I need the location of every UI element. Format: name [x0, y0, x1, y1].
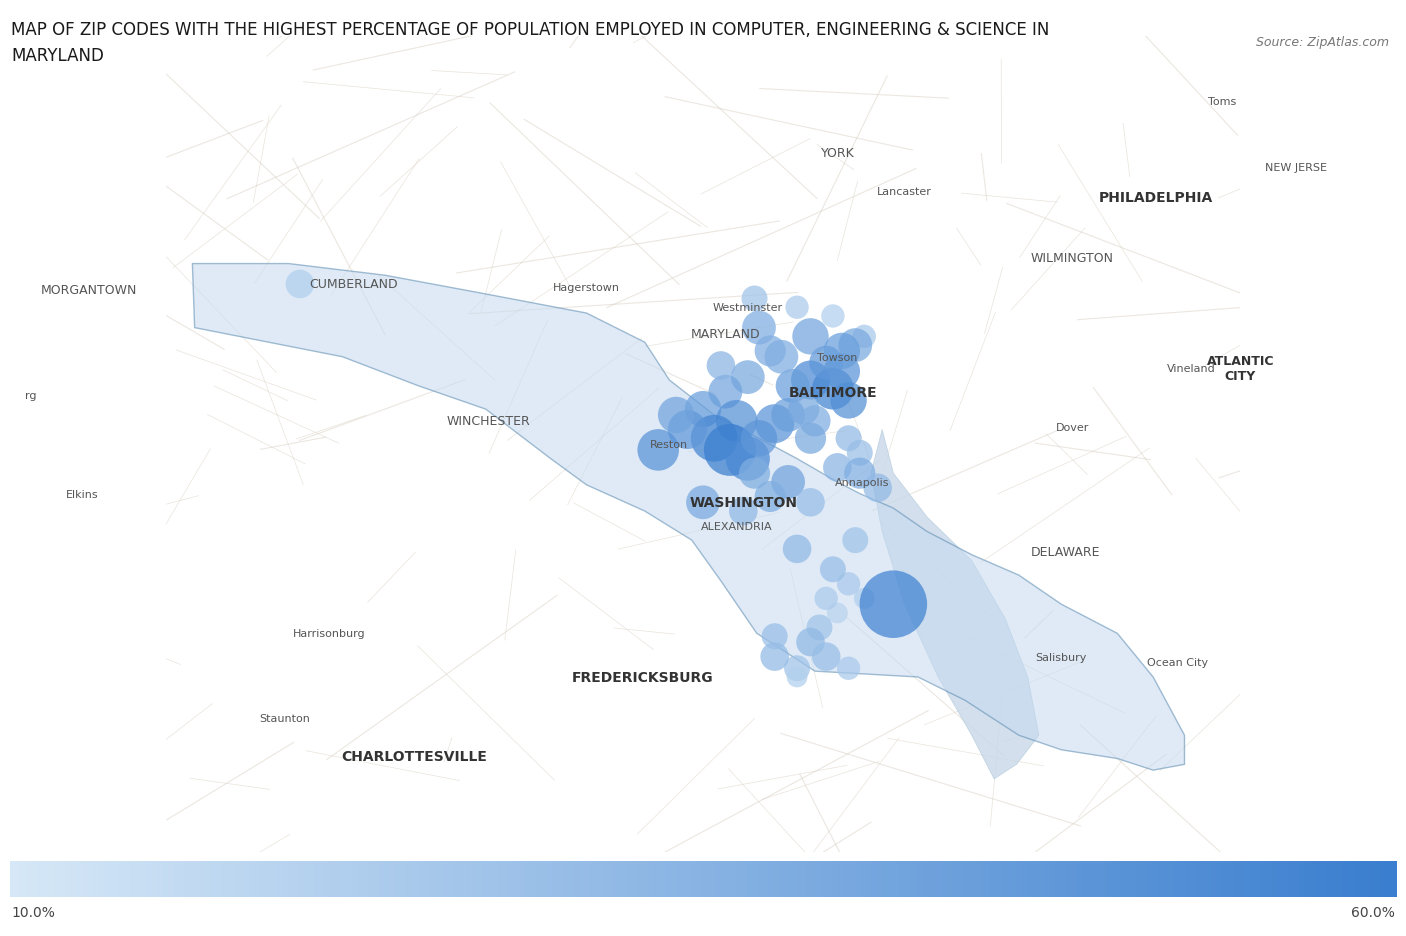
Point: [821, 563, 844, 578]
Polygon shape: [870, 430, 1039, 779]
Text: Elkins: Elkins: [66, 489, 98, 499]
Point: [848, 446, 870, 461]
Point: [744, 292, 766, 307]
Point: [827, 461, 849, 475]
Point: [853, 329, 876, 344]
Text: Reston: Reston: [651, 440, 689, 449]
Point: [815, 592, 838, 607]
Point: [759, 344, 782, 359]
Point: [808, 621, 831, 636]
Point: [866, 481, 889, 496]
Text: CUMBERLAND: CUMBERLAND: [309, 278, 398, 291]
Point: [665, 408, 688, 423]
Text: BALTIMORE: BALTIMORE: [789, 386, 877, 400]
Text: WINCHESTER: WINCHESTER: [446, 415, 530, 428]
Text: YORK: YORK: [821, 147, 855, 160]
Text: MAP OF ZIP CODES WITH THE HIGHEST PERCENTAGE OF POPULATION EMPLOYED IN COMPUTER,: MAP OF ZIP CODES WITH THE HIGHEST PERCEN…: [11, 21, 1050, 38]
Text: Annapolis: Annapolis: [835, 477, 889, 488]
Text: MORGANTOWN: MORGANTOWN: [41, 284, 138, 297]
Point: [799, 431, 821, 446]
Text: Dover: Dover: [1056, 422, 1090, 432]
Point: [848, 466, 870, 481]
Text: Harrisonburg: Harrisonburg: [292, 629, 366, 638]
Text: Hagerstown: Hagerstown: [553, 283, 620, 293]
Point: [831, 364, 853, 379]
Text: NEW JERSE: NEW JERSE: [1265, 163, 1327, 173]
Point: [853, 592, 876, 607]
Point: [770, 350, 793, 365]
Point: [763, 417, 786, 431]
Point: [778, 475, 800, 490]
Text: 60.0%: 60.0%: [1351, 905, 1395, 919]
Point: [799, 329, 821, 344]
Text: Vineland: Vineland: [1167, 364, 1216, 374]
Point: [718, 443, 741, 458]
Point: [799, 495, 821, 510]
Point: [782, 379, 804, 394]
Text: RICHMOND: RICHMOND: [614, 869, 685, 882]
Text: Staunton: Staunton: [259, 713, 309, 723]
Text: Towson: Towson: [817, 352, 858, 362]
Text: PHILADELPHIA: PHILADELPHIA: [1098, 190, 1212, 204]
Point: [759, 490, 782, 505]
Point: [838, 577, 860, 592]
Point: [748, 321, 770, 336]
Text: WASHINGTON: WASHINGTON: [689, 496, 797, 510]
Text: MARYLAND: MARYLAND: [690, 328, 761, 341]
Point: [831, 344, 853, 359]
Point: [827, 606, 849, 621]
Point: [703, 431, 725, 446]
Point: [786, 661, 808, 676]
Point: [288, 277, 311, 292]
Point: [793, 402, 815, 417]
Text: 10.0%: 10.0%: [11, 905, 55, 919]
Point: [786, 300, 808, 315]
Text: WILMINGTON: WILMINGTON: [1031, 252, 1114, 265]
Point: [737, 371, 759, 386]
Point: [844, 534, 866, 548]
Point: [804, 414, 827, 429]
Point: [844, 338, 866, 353]
Point: [676, 422, 699, 437]
Point: [786, 542, 808, 557]
Point: [725, 414, 748, 429]
Text: Source: ZipAtlas.com: Source: ZipAtlas.com: [1256, 36, 1389, 49]
Point: [692, 495, 714, 510]
Text: ATLANTIC
CITY: ATLANTIC CITY: [1206, 355, 1274, 383]
Point: [821, 382, 844, 397]
Point: [748, 431, 770, 446]
Point: [733, 504, 755, 519]
Point: [815, 650, 838, 665]
Point: [692, 402, 714, 417]
Point: [763, 650, 786, 665]
Text: ALEXANDRIA: ALEXANDRIA: [700, 521, 772, 531]
Point: [799, 373, 821, 388]
Text: Ocean City: Ocean City: [1147, 658, 1208, 667]
Point: [744, 466, 766, 481]
Point: [838, 661, 860, 676]
Text: Westminster: Westminster: [713, 303, 783, 313]
Text: DELAWARE: DELAWARE: [1031, 546, 1101, 559]
Point: [763, 629, 786, 644]
Text: rg: rg: [25, 390, 37, 401]
Text: Toms: Toms: [1208, 96, 1237, 107]
Point: [815, 356, 838, 371]
Text: MARYLAND: MARYLAND: [11, 47, 104, 65]
Point: [838, 431, 860, 446]
Point: [714, 385, 737, 400]
Point: [786, 670, 808, 685]
Point: [737, 452, 759, 467]
Text: Lancaster: Lancaster: [877, 186, 932, 197]
Text: FREDERICKSBURG: FREDERICKSBURG: [572, 670, 713, 684]
Point: [882, 597, 904, 612]
Text: CHARLOTTESVILLE: CHARLOTTESVILLE: [342, 749, 486, 763]
Point: [710, 358, 733, 373]
Point: [838, 393, 860, 408]
Point: [799, 635, 821, 650]
Point: [647, 443, 669, 458]
Point: [821, 309, 844, 324]
Text: Salisbury: Salisbury: [1036, 651, 1087, 662]
Polygon shape: [193, 264, 1184, 770]
Point: [778, 408, 800, 423]
